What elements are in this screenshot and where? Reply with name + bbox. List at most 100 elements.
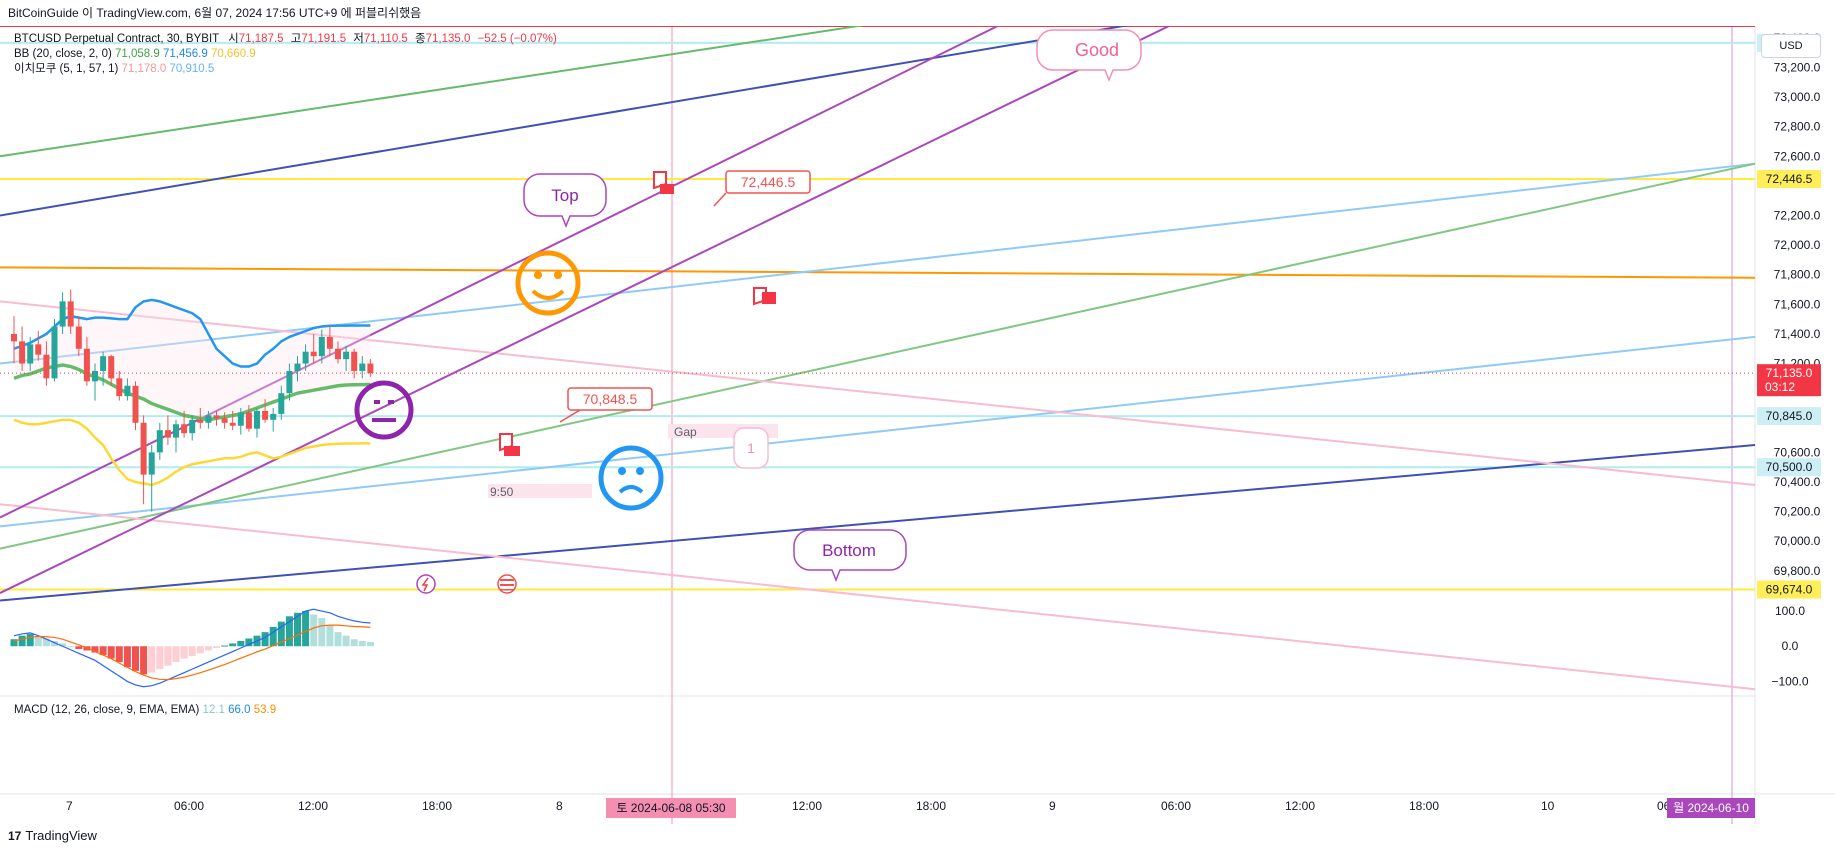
macd-histogram-bar xyxy=(164,646,172,666)
bottom-bubble[interactable]: Bottom xyxy=(793,529,907,583)
price-callout-high[interactable]: 72,446.5 xyxy=(713,170,811,207)
price-axis[interactable]: 73,400.073,200.073,000.072,800.072,600.0… xyxy=(1757,31,1821,599)
candle-body xyxy=(100,356,107,371)
candle-body xyxy=(359,363,366,371)
macd-label: MACD (12, 26, close, 9, EMA, EMA) xyxy=(14,704,200,716)
macd-hist-value: 12.1 xyxy=(202,704,225,716)
price-tick: 72,600.0 xyxy=(1774,149,1821,163)
chart-area[interactable]: Good Top Bottom 72,446.5 70,848.5 Gap 9:… xyxy=(0,0,1835,824)
publish-header: BitCoinGuide 이 TradingView.com, 6월 07, 2… xyxy=(8,6,422,20)
ichimoku-legend-row[interactable]: 이치모쿠 (5, 1, 57, 1) 71,178.0 70,910.5 xyxy=(14,62,557,77)
price-badge-label: 70,500.0 xyxy=(1766,460,1813,474)
candle-body xyxy=(108,356,115,379)
good-bubble[interactable]: Good xyxy=(1036,29,1142,83)
price-badge-label: 69,674.0 xyxy=(1766,582,1813,596)
close-value: 71,135.0 xyxy=(425,33,471,45)
macd-histogram-bar xyxy=(10,639,18,647)
candle-body xyxy=(148,452,155,475)
one-bubble[interactable]: 1 xyxy=(733,427,769,469)
event-lightning-icon[interactable] xyxy=(416,574,436,594)
candle-body xyxy=(221,418,228,423)
macd-histogram-bar xyxy=(34,636,42,647)
macd-tick: −100.0 xyxy=(1771,674,1808,688)
candle-body xyxy=(164,430,171,438)
symbol-legend-row[interactable]: BTCUSD Perpetual Contract, 30, BYBIT 시71… xyxy=(14,32,557,47)
countdown-label: 03:12 xyxy=(1765,380,1795,394)
time-tick: 9 xyxy=(1049,799,1056,813)
pointing-hand-icon xyxy=(499,433,520,456)
macd-axis[interactable]: 100.0 0.0 −100.0 xyxy=(1771,604,1808,688)
bb-label: BB (20, close, 2, 0) xyxy=(14,48,112,60)
candle-body xyxy=(156,430,163,453)
macd-histogram-bar xyxy=(148,646,156,673)
price-tick: 69,800.0 xyxy=(1774,564,1821,578)
candle-body xyxy=(286,370,293,394)
time-tick: 12:00 xyxy=(298,799,328,813)
candle-body xyxy=(181,424,188,434)
macd-tick: 100.0 xyxy=(1775,604,1805,618)
chart-legend: BTCUSD Perpetual Contract, 30, BYBIT 시71… xyxy=(14,32,557,77)
price-badge xyxy=(1757,580,1821,599)
candle-body xyxy=(326,336,333,349)
macd-histogram-bar xyxy=(42,638,50,647)
chart-svg[interactable]: Good Top Bottom 72,446.5 70,848.5 Gap 9:… xyxy=(0,0,1835,824)
candle-body xyxy=(11,333,17,342)
macd-histogram-bar xyxy=(229,643,237,647)
candle-body xyxy=(173,424,179,438)
currency-button[interactable]: USD xyxy=(1761,34,1821,58)
nine-fifty-box xyxy=(488,484,592,498)
macd-histogram-bar xyxy=(213,646,220,648)
price-callout-mid[interactable]: 70,848.5 xyxy=(559,387,653,423)
macd-histogram-bar xyxy=(180,646,188,659)
macd-histogram-bar xyxy=(18,635,26,647)
macd-histogram-bar xyxy=(107,646,115,659)
candle-body xyxy=(335,348,341,360)
time-badge-left xyxy=(606,798,736,818)
macd-histogram-bar xyxy=(115,646,123,663)
macd-pane xyxy=(10,608,374,688)
trendline xyxy=(0,0,1225,594)
bb-legend-row[interactable]: BB (20, close, 2, 0) 71,058.9 71,456.9 7… xyxy=(14,47,557,62)
macd-legend[interactable]: MACD (12, 26, close, 9, EMA, EMA) 12.1 6… xyxy=(14,703,276,718)
candle-body xyxy=(262,410,269,420)
macd-histogram-bar xyxy=(261,632,269,647)
candle-body xyxy=(229,422,236,426)
time-axis[interactable]: 7 06:00 12:00 18:00 8 12:00 18:00 9 06:0… xyxy=(66,798,1755,818)
macd-signal-value: 53.9 xyxy=(253,704,277,716)
macd-histogram-bar xyxy=(237,640,245,647)
candle-body xyxy=(213,415,220,419)
price-tick: 71,800.0 xyxy=(1774,268,1821,282)
callout-high-label: 72,446.5 xyxy=(741,174,796,190)
candle-body xyxy=(278,393,285,414)
macd-histogram-bar xyxy=(334,632,342,647)
time-tick: 10 xyxy=(1541,799,1555,813)
us-flag-icon[interactable] xyxy=(497,574,517,594)
low-value: 71,110.5 xyxy=(363,33,408,45)
time-badge-right-label: 월 2024-06-10 xyxy=(1673,801,1749,815)
bottom-label: Bottom xyxy=(822,541,876,560)
ichimoku-label: 이치모쿠 (5, 1, 57, 1) xyxy=(14,63,119,75)
bb-lower-value: 70,660.9 xyxy=(210,48,256,60)
candle-body xyxy=(51,326,58,379)
macd-histogram-bar xyxy=(204,646,212,651)
macd-histogram-bar xyxy=(26,633,34,647)
macd-histogram-bar xyxy=(285,616,293,647)
smiley-face-icon xyxy=(515,250,581,316)
macd-histogram-bar xyxy=(350,639,358,647)
macd-histogram-bar xyxy=(326,625,334,647)
candle-body xyxy=(237,412,244,426)
top-bubble[interactable]: Top xyxy=(523,173,607,229)
candle-body xyxy=(310,351,317,357)
price-tick: 72,200.0 xyxy=(1774,209,1821,223)
macd-histogram-bar xyxy=(123,646,131,668)
confused-face-icon xyxy=(598,445,664,511)
high-value: 71,191.5 xyxy=(301,33,347,45)
price-tick: 70,200.0 xyxy=(1774,505,1821,519)
close-label: 종 xyxy=(415,33,426,45)
macd-histogram-bar xyxy=(59,643,67,647)
time-badge-right xyxy=(1667,798,1755,818)
price-badge-label: 72,446.5 xyxy=(1766,172,1813,186)
macd-histogram-bar xyxy=(318,618,326,647)
callout-mid-label: 70,848.5 xyxy=(583,391,638,407)
candle-body xyxy=(35,344,42,355)
